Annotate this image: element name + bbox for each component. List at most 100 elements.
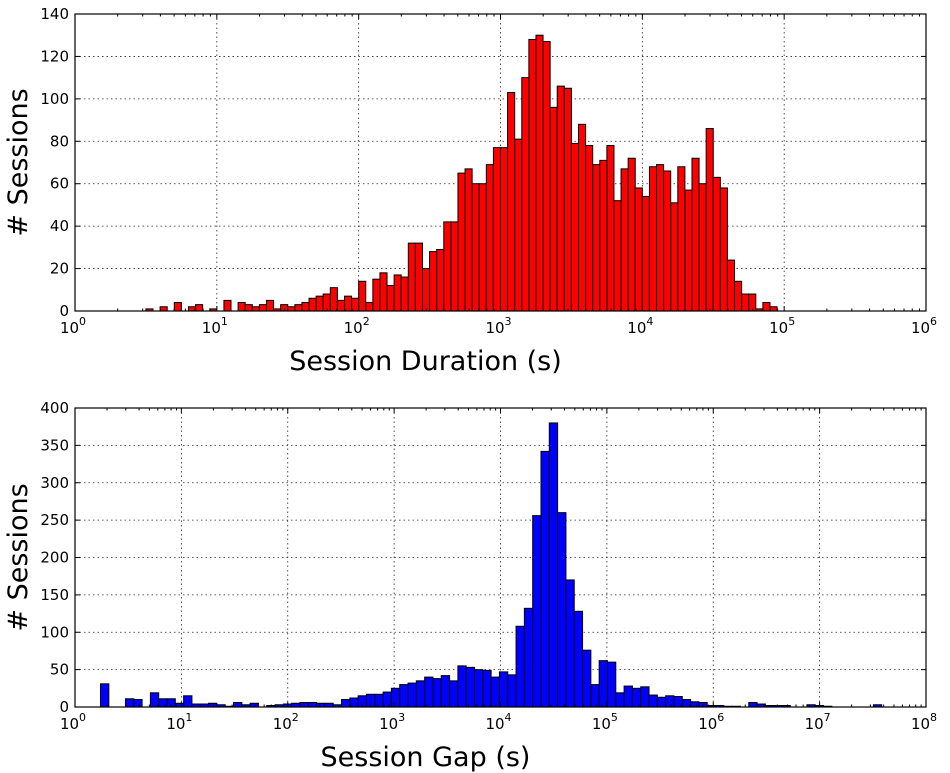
- gap-x-tick-label: 106: [698, 711, 724, 733]
- gap-bar: [440, 675, 451, 708]
- duration-bar: [393, 274, 402, 312]
- gap-bar: [490, 676, 500, 708]
- duration-bar: [287, 306, 296, 312]
- gap-bar: [100, 683, 110, 708]
- gap-bar: [590, 684, 600, 708]
- duration-bar: [336, 299, 345, 312]
- gap-bar: [158, 698, 168, 708]
- tick-base: 10: [379, 715, 398, 733]
- duration-bar: [599, 159, 608, 312]
- gap-bar: [598, 660, 608, 708]
- gap-bar: [623, 685, 633, 708]
- duration-bar: [620, 168, 629, 312]
- gap-bar: [374, 693, 384, 708]
- duration-bar: [308, 297, 317, 312]
- duration-y-tick-label: 20: [50, 260, 69, 278]
- duration-bar: [173, 302, 182, 312]
- duration-y-tick-label: 100: [40, 90, 69, 108]
- duration-x-tick-label: 100: [60, 315, 86, 337]
- gap-x-tick-label: 107: [805, 711, 831, 733]
- duration-bar: [769, 306, 778, 312]
- duration-bar: [429, 251, 438, 312]
- gap-bar: [457, 665, 467, 708]
- duration-y-tick-label: 40: [50, 217, 69, 235]
- tick-exponent: 2: [363, 315, 370, 328]
- duration-bar: [606, 145, 615, 312]
- duration-bar: [507, 91, 516, 312]
- tick-base: 10: [344, 319, 363, 337]
- gap-bars: [100, 422, 883, 708]
- duration-y-tick-label: 120: [40, 47, 69, 65]
- gap-bar: [690, 701, 700, 708]
- gap-bar: [299, 702, 309, 708]
- gap-bar: [515, 625, 525, 708]
- gap-bar: [573, 610, 584, 708]
- gap-bar: [432, 678, 442, 708]
- gap-bar: [399, 684, 409, 708]
- tick-base: 10: [60, 715, 79, 733]
- duration-bar: [478, 183, 487, 312]
- tick-base: 10: [273, 715, 292, 733]
- gap-bar: [307, 702, 318, 708]
- gap-bar: [382, 691, 392, 708]
- gap-y-tick-label: 50: [50, 661, 69, 679]
- duration-bar: [712, 176, 721, 312]
- gap-y-tick-label: 400: [40, 399, 69, 417]
- duration-bar: [684, 189, 693, 312]
- tick-exponent: 8: [930, 711, 937, 724]
- tick-exponent: 3: [505, 315, 512, 328]
- duration-bar: [492, 147, 501, 312]
- gap-y-tick-label: 250: [40, 511, 69, 529]
- tick-base: 10: [166, 715, 185, 733]
- gap-x-tick-label: 104: [485, 711, 511, 733]
- gap-x-tick-label: 102: [273, 711, 299, 733]
- gap-bar: [631, 687, 642, 708]
- duration-bar: [677, 166, 686, 312]
- tick-exponent: 5: [788, 315, 795, 328]
- gap-x-tick-label: 103: [379, 711, 405, 733]
- duration-bar: [301, 302, 310, 312]
- duration-bar: [421, 268, 431, 312]
- gap-bar: [615, 692, 625, 708]
- gap-bar: [341, 699, 351, 708]
- duration-bar: [734, 280, 743, 312]
- duration-bar: [521, 77, 530, 312]
- duration-y-tick-label: 60: [50, 175, 69, 193]
- gap-bar: [748, 702, 758, 708]
- duration-bar: [372, 278, 381, 312]
- duration-bar: [244, 304, 253, 312]
- gap-y-axis-title: # Sessions: [3, 483, 34, 631]
- duration-bar: [464, 168, 473, 312]
- duration-bar: [670, 202, 679, 312]
- gap-bar: [424, 676, 434, 708]
- duration-x-tick-label: 104: [627, 315, 653, 337]
- gap-y-tick-label: 300: [40, 474, 69, 492]
- duration-y-tick-label: 80: [50, 132, 69, 150]
- tick-exponent: 0: [79, 711, 86, 724]
- duration-bar: [400, 276, 409, 312]
- duration-bar: [648, 166, 658, 312]
- duration-bar: [719, 187, 728, 312]
- duration-bar: [414, 242, 423, 312]
- duration-axes-frame: [74, 13, 927, 312]
- gap-bar: [474, 669, 484, 708]
- tick-base: 10: [911, 319, 930, 337]
- duration-bar: [627, 157, 636, 312]
- duration-bar: [549, 106, 558, 312]
- duration-bar: [471, 183, 480, 312]
- duration-bar: [294, 304, 303, 312]
- gap-bar: [415, 680, 426, 708]
- duration-bar: [457, 172, 466, 312]
- gap-bar: [482, 669, 492, 708]
- duration-bar: [726, 259, 736, 312]
- duration-bar: [237, 302, 246, 312]
- duration-bar: [265, 299, 275, 312]
- duration-bar: [762, 302, 771, 312]
- gap-bar: [133, 699, 143, 708]
- tick-exponent: 6: [717, 711, 724, 724]
- tick-exponent: 1: [221, 315, 228, 328]
- gap-y-tick-label: 150: [40, 586, 69, 604]
- gap-bar: [648, 694, 658, 708]
- duration-bar: [315, 295, 324, 312]
